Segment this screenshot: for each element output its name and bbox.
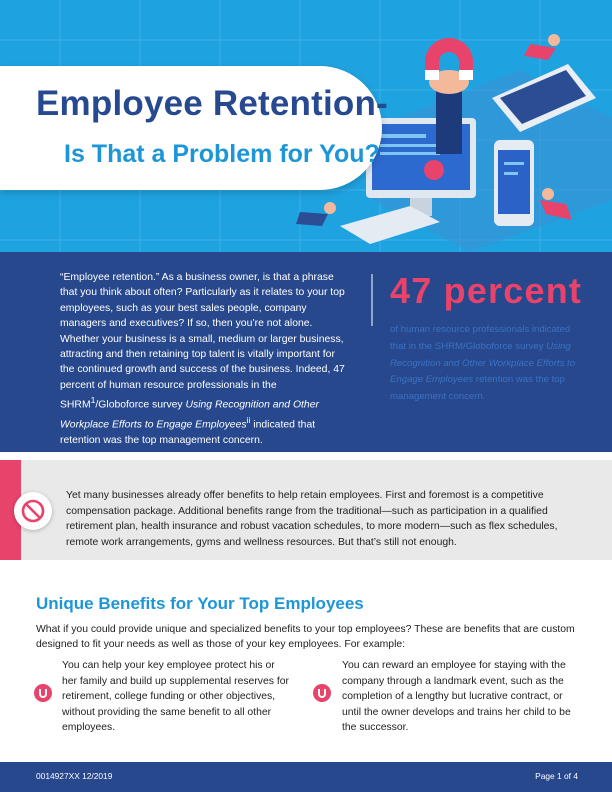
callout-text: Yet many businesses already offer benefi… [66, 490, 558, 548]
footnote-ref-1: 1 [90, 395, 96, 406]
page-title: Employee Retention- [36, 84, 388, 123]
section-title: Unique Benefits for Your Top Employees [36, 594, 364, 613]
footnote-ref-2: ii [246, 415, 251, 426]
title-card: Employee Retention- Is That a Problem fo… [0, 66, 388, 190]
stat-text-main: of human resource professionals indicate… [390, 324, 571, 352]
magnet-hand-devices-illustration [296, 34, 612, 252]
stat-description: of human resource professionals indicate… [390, 322, 580, 406]
intro-text-end: indicated that retention was the top man… [60, 419, 316, 446]
survey-title: Using Recognition and Other Workplace Ef… [60, 399, 319, 431]
benefit-item: You can help your key employee protect h… [62, 660, 289, 734]
intro-paragraph: “Employee retention.” As a business owne… [60, 270, 346, 448]
intro-text-survey: /Globoforce survey [95, 399, 186, 411]
hero-banner: Employee Retention- Is That a Problem fo… [0, 0, 612, 252]
magnet-icon [34, 684, 52, 702]
stat-number: 47 percent [390, 270, 583, 311]
page-subtitle: Is That a Problem for You? [64, 140, 380, 168]
callout-box: Yet many businesses already offer benefi… [0, 460, 612, 560]
no-sign-icon [14, 492, 52, 530]
section-intro: What if you could provide unique and spe… [36, 624, 575, 651]
divider [371, 274, 373, 326]
benefit-item: You can reward an employee for staying w… [342, 660, 571, 734]
intro-text-main: “Employee retention.” As a business owne… [60, 272, 345, 411]
magnet-icon [313, 684, 331, 702]
stat-survey-title: Using Recognition and Other Workplace Ef… [390, 340, 576, 386]
callout-accent-bar [0, 460, 21, 560]
footer: 0014927XX 12/2019 Page 1 of 4 [0, 762, 612, 792]
page-number: Page 1 of 4 [535, 771, 578, 781]
stat-text-end: retention was the top management concern… [390, 374, 565, 403]
document-id: 0014927XX 12/2019 [36, 771, 113, 781]
intro-band: “Employee retention.” As a business owne… [0, 252, 612, 452]
